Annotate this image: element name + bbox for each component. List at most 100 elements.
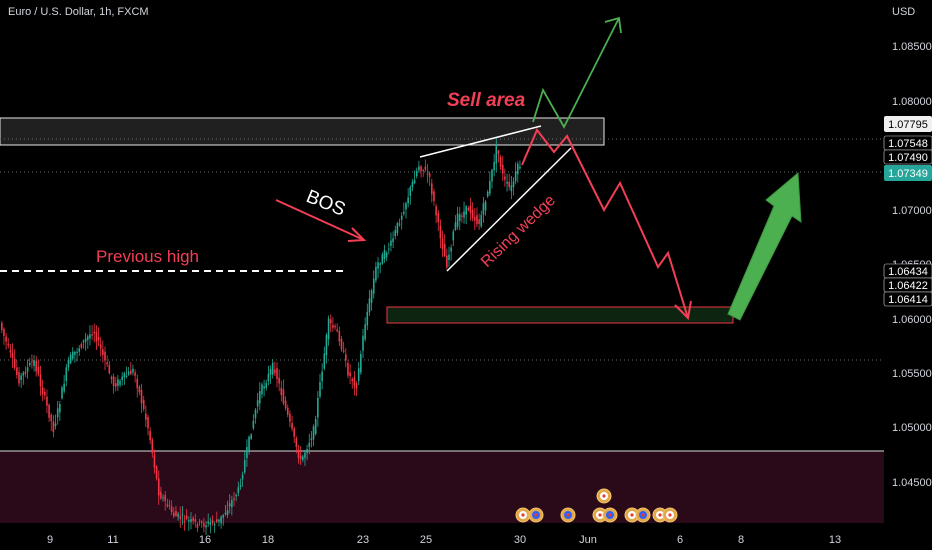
event-flag-icon[interactable]	[515, 507, 531, 523]
candle-body	[495, 143, 498, 164]
candle-body	[336, 329, 338, 332]
badge-current-price: 1.07349	[884, 165, 932, 181]
bos-arrow-head	[347, 227, 367, 242]
candle-body	[366, 311, 369, 326]
event-flag-icon[interactable]	[528, 507, 544, 523]
buy-zone	[386, 306, 734, 324]
event-flag-icon[interactable]	[635, 507, 651, 523]
candle-body	[153, 455, 156, 468]
candle-body	[388, 248, 390, 250]
candle-body	[347, 363, 349, 376]
event-flag-icon[interactable]	[602, 507, 618, 523]
candle-body	[78, 348, 80, 352]
candle-body	[117, 379, 119, 387]
candle-body	[250, 434, 252, 439]
candle-body	[243, 460, 246, 473]
event-flag-icon[interactable]	[662, 507, 678, 523]
candle-body	[394, 230, 397, 236]
candle-body	[235, 495, 237, 497]
candle-body	[486, 191, 489, 197]
candle-body	[211, 520, 214, 523]
candle-body	[54, 423, 57, 427]
candle-body	[278, 377, 280, 384]
candle-body	[342, 350, 345, 352]
candle-body	[450, 247, 452, 252]
candle-body	[151, 439, 154, 454]
axis-tick-label: 1.08500	[892, 41, 932, 53]
candle-body	[222, 515, 225, 518]
candle-body	[274, 369, 276, 374]
event-flag-icon[interactable]	[596, 488, 612, 504]
candle-body	[269, 369, 272, 375]
candle-body	[102, 349, 104, 355]
candle-body	[338, 330, 341, 342]
candle-body	[314, 419, 317, 435]
time-tick-label: 18	[262, 534, 274, 546]
candle-body	[104, 351, 106, 361]
candle-body	[69, 354, 72, 364]
candle-body	[510, 185, 513, 192]
candle-body	[18, 371, 20, 384]
badge-support-3: 1.06414	[883, 291, 932, 307]
time-tick-label: 30	[514, 534, 526, 546]
candle-body	[99, 344, 102, 349]
economic-events[interactable]	[515, 488, 678, 523]
candle-body	[332, 325, 334, 328]
candle-body	[474, 217, 476, 221]
time-tick-label: 23	[357, 534, 369, 546]
candle-body	[480, 214, 483, 227]
candle-body	[443, 243, 446, 257]
candle-body	[13, 358, 16, 368]
candle-body	[136, 378, 139, 388]
candle-body	[207, 521, 209, 524]
candle-body	[508, 181, 510, 187]
candle-body	[183, 521, 186, 523]
candle-body	[198, 521, 201, 523]
candle-body	[194, 519, 197, 522]
candle-body	[231, 500, 233, 508]
candle-body	[420, 166, 422, 171]
candle-body	[362, 335, 364, 351]
candle-body	[140, 390, 143, 404]
symbol-title[interactable]: Euro / U.S. Dollar, 1h, FXCM	[8, 6, 149, 18]
candle-body	[302, 456, 304, 460]
candle-body	[381, 254, 384, 264]
candle-body	[340, 339, 343, 350]
candle-body	[11, 352, 14, 359]
candle-body	[263, 386, 265, 389]
candle-body	[26, 367, 29, 372]
candle-body	[265, 382, 268, 388]
currency-label: USD	[892, 6, 915, 18]
candle-body	[325, 335, 328, 356]
event-flag-icon[interactable]	[560, 507, 576, 523]
candle-body	[426, 173, 429, 175]
candle-body	[185, 515, 188, 519]
candle-body	[160, 491, 162, 499]
candle-body	[119, 380, 121, 385]
axis-tick-label: 1.07000	[892, 205, 932, 217]
candle-body	[65, 367, 68, 381]
candle-body	[289, 413, 291, 422]
candle-body	[467, 208, 470, 211]
candle-body	[456, 213, 459, 227]
candle-body	[364, 324, 366, 340]
candle-body	[259, 391, 261, 404]
candle-body	[63, 383, 65, 392]
candle-body	[310, 438, 313, 441]
green-breakout-projection	[532, 17, 620, 129]
candle-body	[293, 428, 295, 437]
candle-body	[506, 181, 508, 184]
candle-body	[271, 362, 274, 375]
candle-body	[446, 255, 448, 268]
candle-body	[44, 391, 46, 396]
candle-body	[241, 474, 244, 480]
candle-body	[132, 368, 134, 373]
candle-body	[226, 510, 229, 515]
candle-body	[89, 334, 91, 339]
time-tick-label: Jun	[579, 534, 597, 546]
svg-text:1.07548: 1.07548	[888, 138, 928, 150]
candle-body	[254, 409, 257, 419]
candle-body	[422, 170, 424, 172]
candle-body	[334, 325, 336, 328]
